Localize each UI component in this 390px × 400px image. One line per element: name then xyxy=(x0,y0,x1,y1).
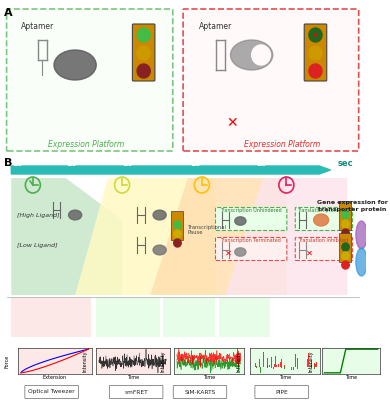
X-axis label: Time: Time xyxy=(202,375,215,380)
Circle shape xyxy=(342,243,349,251)
Circle shape xyxy=(137,64,150,78)
X-axis label: Time: Time xyxy=(126,375,139,380)
FancyBboxPatch shape xyxy=(183,9,359,151)
Polygon shape xyxy=(225,178,347,295)
FancyBboxPatch shape xyxy=(255,386,308,398)
Text: [High Ligand]: [High Ligand] xyxy=(17,212,60,218)
FancyBboxPatch shape xyxy=(25,386,78,398)
FancyBboxPatch shape xyxy=(339,202,352,230)
FancyBboxPatch shape xyxy=(295,238,353,260)
Circle shape xyxy=(174,221,181,229)
Ellipse shape xyxy=(314,214,329,226)
Ellipse shape xyxy=(252,45,270,65)
Circle shape xyxy=(137,28,150,42)
Circle shape xyxy=(342,229,349,237)
Text: Expression Platform: Expression Platform xyxy=(48,140,124,149)
Text: Aptamer: Aptamer xyxy=(21,22,54,31)
Bar xyxy=(11,297,91,337)
FancyBboxPatch shape xyxy=(109,386,163,398)
Circle shape xyxy=(342,220,349,228)
Circle shape xyxy=(342,252,349,260)
Ellipse shape xyxy=(356,248,367,276)
Text: Intensity: Intensity xyxy=(82,350,87,372)
Text: ✕: ✕ xyxy=(307,248,313,258)
Text: 10²: 10² xyxy=(256,158,270,168)
FancyBboxPatch shape xyxy=(339,234,352,262)
Text: Aptamer: Aptamer xyxy=(199,22,232,31)
Text: ✕: ✕ xyxy=(226,116,238,130)
Text: A: A xyxy=(4,8,12,18)
FancyBboxPatch shape xyxy=(171,212,184,240)
Text: ✕: ✕ xyxy=(225,248,232,258)
Circle shape xyxy=(342,211,349,219)
Text: Transcription Terminated: Transcription Terminated xyxy=(220,238,281,243)
Ellipse shape xyxy=(230,40,273,70)
FancyArrow shape xyxy=(11,166,330,174)
FancyBboxPatch shape xyxy=(216,208,287,230)
Text: Optical Tweezer: Optical Tweezer xyxy=(28,390,75,394)
Text: Intensity: Intensity xyxy=(309,350,314,372)
Circle shape xyxy=(342,261,349,269)
Ellipse shape xyxy=(69,210,82,220)
Circle shape xyxy=(174,239,181,247)
Text: SiM-KARTS: SiM-KARTS xyxy=(184,390,216,394)
X-axis label: Extension: Extension xyxy=(43,375,67,380)
Circle shape xyxy=(309,28,322,42)
Circle shape xyxy=(174,230,181,238)
Text: Expression Platform: Expression Platform xyxy=(244,140,320,149)
FancyBboxPatch shape xyxy=(173,386,227,398)
Text: Translation promoted: Translation promoted xyxy=(297,208,349,213)
Ellipse shape xyxy=(54,50,96,80)
FancyBboxPatch shape xyxy=(295,208,353,230)
Bar xyxy=(163,297,215,337)
Text: Translation Inhibited: Translation Inhibited xyxy=(298,238,348,243)
Ellipse shape xyxy=(235,248,246,256)
Text: sec: sec xyxy=(338,158,354,168)
Text: Intensity: Intensity xyxy=(237,350,242,372)
Text: Force: Force xyxy=(4,354,9,368)
Text: smFRET: smFRET xyxy=(124,390,148,394)
Ellipse shape xyxy=(235,217,246,225)
Circle shape xyxy=(309,64,322,78)
FancyBboxPatch shape xyxy=(304,24,327,81)
Ellipse shape xyxy=(153,245,166,255)
Text: 10⁻⁶: 10⁻⁶ xyxy=(12,158,30,168)
Text: PIPE: PIPE xyxy=(275,390,288,394)
Text: 10⁻²: 10⁻² xyxy=(122,158,140,168)
X-axis label: Time: Time xyxy=(345,375,357,380)
Ellipse shape xyxy=(153,210,166,220)
Polygon shape xyxy=(75,178,216,295)
FancyBboxPatch shape xyxy=(216,238,287,260)
Text: 10⁰: 10⁰ xyxy=(190,158,204,168)
Circle shape xyxy=(137,46,150,60)
Polygon shape xyxy=(150,178,286,295)
Text: Intensity: Intensity xyxy=(161,350,166,372)
Text: [Low Ligand]: [Low Ligand] xyxy=(17,242,58,248)
Text: Gene expression for
transporter protein: Gene expression for transporter protein xyxy=(317,200,388,212)
Bar xyxy=(96,297,160,337)
FancyBboxPatch shape xyxy=(132,24,155,81)
X-axis label: Time: Time xyxy=(278,375,291,380)
Polygon shape xyxy=(11,178,122,295)
Ellipse shape xyxy=(356,221,367,249)
Text: B: B xyxy=(4,158,12,168)
Text: Transcriptional
Pause: Transcriptional Pause xyxy=(188,225,227,235)
FancyBboxPatch shape xyxy=(7,9,173,151)
Text: Transcription Unhindered: Transcription Unhindered xyxy=(220,208,282,213)
Text: 10⁻⁴: 10⁻⁴ xyxy=(66,158,84,168)
Bar xyxy=(219,297,270,337)
Text: ✕: ✕ xyxy=(312,30,319,40)
Circle shape xyxy=(309,46,322,60)
